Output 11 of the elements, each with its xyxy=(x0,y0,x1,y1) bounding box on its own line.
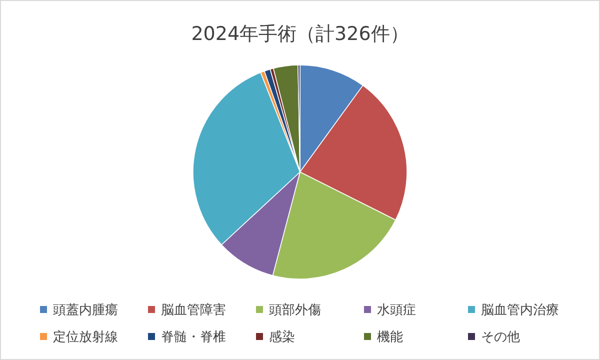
legend-label: 頭蓋内腫瘍 xyxy=(53,303,118,318)
legend-label: 定位放射線 xyxy=(53,330,118,345)
legend-label: 機能 xyxy=(377,330,403,345)
legend-label: 脊髄・脊椎 xyxy=(161,330,226,345)
chart-title: 2024年手術（計326件） xyxy=(191,23,409,45)
legend-label: その他 xyxy=(481,330,520,345)
legend-label: 脳血管障害 xyxy=(161,302,226,318)
legend-label: 水頭症 xyxy=(377,303,416,318)
legend-label: 頭部外傷 xyxy=(269,303,321,318)
legend-label: 脳血管内治療 xyxy=(481,303,559,318)
legend-label: 感染 xyxy=(269,330,295,345)
